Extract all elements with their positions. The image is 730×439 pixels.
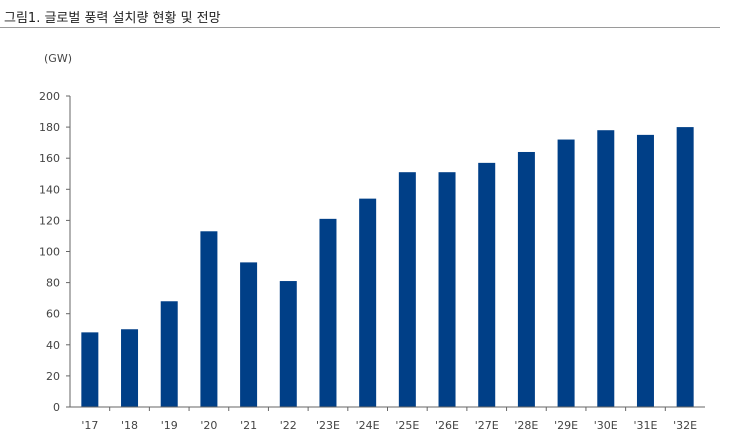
- x-tick-label: '32E: [673, 419, 697, 432]
- x-axis: '17 '18 '19 '20 '21 '22 '23E '24E '25E '26E '27E '2…: [70, 406, 705, 432]
- x-tick-label: '21: [240, 419, 257, 432]
- x-tick-label: '28E: [514, 419, 538, 432]
- x-tick-label: '22: [280, 419, 297, 432]
- y-axis: 0 20 40 60 80 100 120 140 160 180 200: [39, 90, 71, 414]
- x-tick-label: '31E: [633, 419, 657, 432]
- y-tick-label: 140: [39, 183, 60, 196]
- bar: [81, 332, 99, 407]
- bar: [636, 134, 654, 407]
- x-tick-label: '17: [81, 419, 98, 432]
- bar: [597, 130, 615, 407]
- x-tick-label: '25E: [395, 419, 419, 432]
- bar: [359, 198, 377, 407]
- title-divider: [0, 27, 720, 28]
- bar: [517, 151, 535, 407]
- x-tick-label: '24E: [356, 419, 380, 432]
- y-tick-label: 60: [46, 308, 60, 321]
- y-tick-label: 20: [46, 370, 60, 383]
- bar: [200, 231, 218, 407]
- x-tick-label: '29E: [554, 419, 578, 432]
- x-tick-label: '18: [121, 419, 138, 432]
- x-tick-label: '23E: [316, 419, 340, 432]
- figure-header: 그림1. 글로벌 풍력 설치량 현황 및 전망: [0, 0, 730, 30]
- bar: [438, 172, 456, 407]
- x-tick-label: '30E: [594, 419, 618, 432]
- figure-title: 그림1. 글로벌 풍력 설치량 현황 및 전망: [4, 11, 221, 26]
- bar: [121, 329, 139, 407]
- bar: [279, 281, 297, 407]
- x-tick-label: '27E: [475, 419, 499, 432]
- bar: [240, 262, 258, 407]
- y-tick-label: 160: [39, 152, 60, 165]
- y-axis-unit-label: (GW): [44, 52, 72, 65]
- bar: [319, 218, 337, 407]
- y-tick-label: 120: [39, 214, 60, 227]
- x-tick-label: '20: [200, 419, 217, 432]
- y-tick-label: 0: [53, 401, 60, 414]
- y-tick-label: 100: [39, 246, 60, 259]
- y-tick-label: 40: [46, 339, 60, 352]
- y-tick-label: 200: [39, 90, 60, 103]
- bar: [676, 127, 694, 407]
- x-tick-label: '26E: [435, 419, 459, 432]
- y-tick-label: 180: [39, 121, 60, 134]
- bar: [160, 301, 178, 407]
- x-tick-label: '19: [161, 419, 178, 432]
- bar: [557, 139, 575, 408]
- bar: [478, 162, 496, 407]
- y-tick-label: 80: [46, 277, 60, 290]
- bar: [398, 172, 416, 407]
- bars: [81, 127, 694, 408]
